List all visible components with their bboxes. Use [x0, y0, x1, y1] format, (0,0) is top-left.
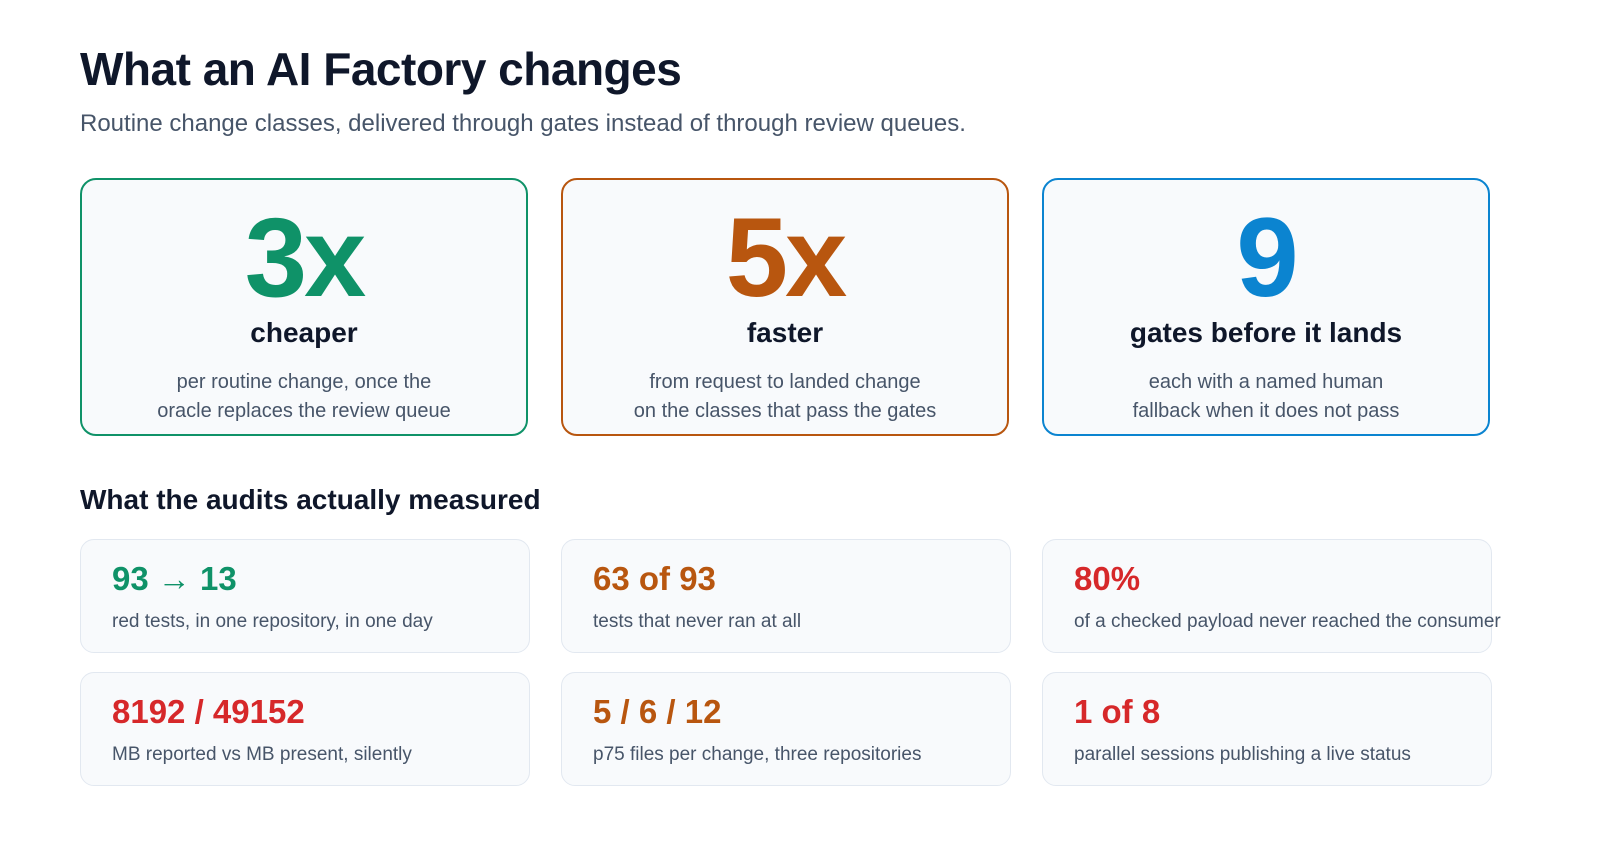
stat-card-red-tests: 93 → 13 red tests, in one repository, in… — [80, 539, 530, 653]
hero-description-line: from request to landed change — [649, 371, 921, 393]
hero-description: from request to landed change on the cla… — [583, 368, 987, 426]
hero-description-line: on the classes that pass the gates — [633, 400, 937, 422]
hero-label: cheaper — [250, 317, 358, 348]
hero-description-line: each with a named human — [1148, 371, 1384, 393]
hero-card-cheaper: 3x cheaper per routine change, once the … — [80, 178, 528, 436]
stat-value: 5 / 6 / 12 — [593, 693, 722, 730]
stat-caption: tests that never ran at all — [593, 611, 802, 632]
stat-value: 63 of 93 — [593, 560, 716, 597]
hero-value: 3x — [244, 195, 367, 320]
stat-value: 1 of 8 — [1074, 693, 1161, 730]
stat-card-sessions: 1 of 8 parallel sessions publishing a li… — [1042, 672, 1492, 786]
hero-value: 5x — [725, 195, 848, 320]
section-title: What the audits actually measured — [80, 484, 541, 515]
hero-cards: 3x cheaper per routine change, once the … — [80, 178, 1530, 440]
hero-description-line: per routine change, once the — [176, 371, 432, 393]
stat-caption: MB reported vs MB present, silently — [112, 744, 412, 765]
stat-card-memory: 8192 / 49152 MB reported vs MB present, … — [80, 672, 530, 786]
hero-description: per routine change, once the oracle repl… — [102, 368, 506, 426]
stat-card-payload: 80% of a checked payload never reached t… — [1042, 539, 1501, 653]
hero-value: 9 — [1236, 195, 1298, 320]
stat-caption: p75 files per change, three repositories — [593, 744, 922, 765]
stat-caption: of a checked payload never reached the c… — [1074, 611, 1501, 632]
page-subtitle: Routine change classes, delivered throug… — [80, 110, 966, 137]
hero-description: each with a named human fallback when it… — [1064, 368, 1468, 426]
hero-description-line: oracle replaces the review queue — [157, 400, 451, 422]
stat-card-never-ran: 63 of 93 tests that never ran at all — [561, 539, 1011, 653]
stat-value: 80% — [1074, 560, 1141, 597]
page-title: What an AI Factory changes — [80, 43, 682, 95]
hero-description-line: fallback when it does not pass — [1132, 400, 1400, 422]
stat-caption: parallel sessions publishing a live stat… — [1074, 744, 1411, 765]
hero-card-faster: 5x faster from request to landed change … — [561, 178, 1009, 436]
stat-caption: red tests, in one repository, in one day — [112, 611, 433, 632]
hero-label: gates before it lands — [1129, 317, 1403, 348]
stat-value: 93 → 13 — [112, 560, 237, 597]
stat-value: 8192 / 49152 — [112, 693, 305, 730]
stat-card-files-per-change: 5 / 6 / 12 p75 files per change, three r… — [561, 672, 1011, 786]
hero-card-gates: 9 gates before it lands each with a name… — [1042, 178, 1490, 436]
hero-label: faster — [746, 317, 824, 348]
